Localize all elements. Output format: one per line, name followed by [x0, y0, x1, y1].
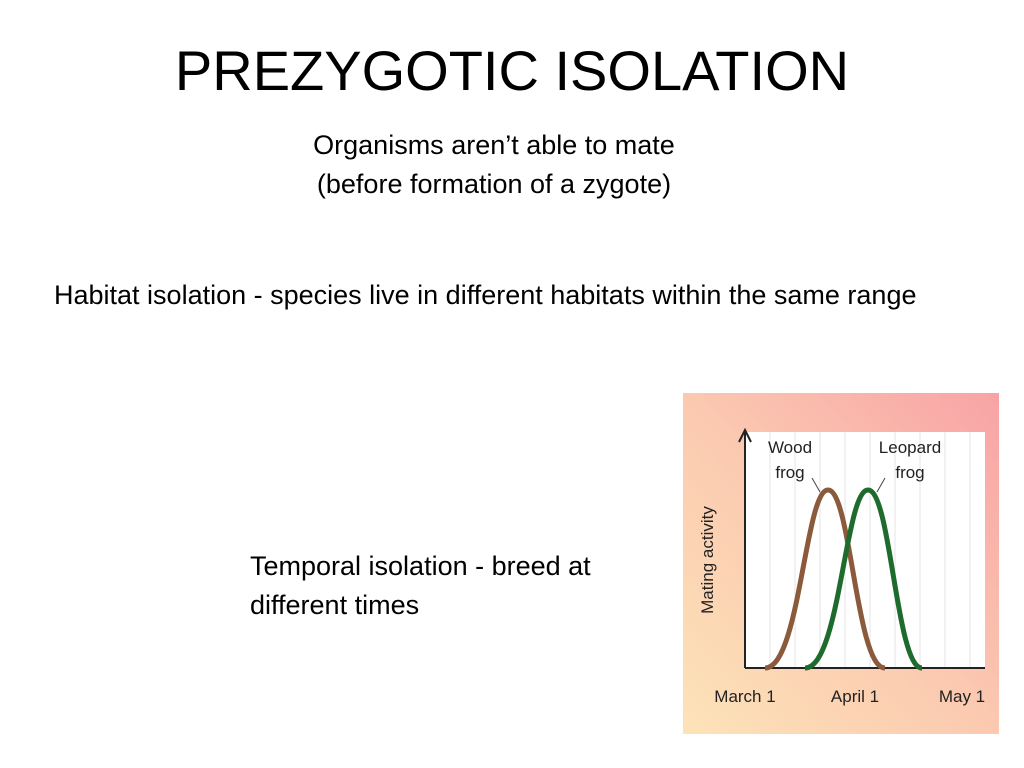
pointer	[811, 477, 821, 493]
subtitle-line: (before formation of a zygote)	[316, 169, 672, 199]
x-tick-label: April 1	[831, 687, 879, 706]
bullet-text: Temporal isolation - breed at different …	[250, 551, 591, 620]
x-tick-label: May 1	[939, 687, 985, 706]
grid	[769, 432, 971, 668]
subtitle-line: Organisms aren’t able to mate	[313, 130, 675, 160]
curve-label: frog	[895, 463, 924, 482]
y-axis-label: Mating activity	[698, 506, 717, 614]
slide-title: PREZYGOTIC ISOLATION	[174, 39, 850, 102]
pointer	[876, 477, 886, 493]
wood-frog-curve	[764, 487, 886, 671]
x-tick-label: March 1	[714, 687, 775, 706]
bullet-text: Habitat isolation - species live in diff…	[54, 280, 917, 310]
y-axis	[738, 427, 752, 668]
curve-label: Leopard	[879, 438, 941, 457]
curve-label: Wood	[768, 438, 812, 457]
leopard-frog-curve	[804, 487, 923, 671]
curve-label: frog	[775, 463, 804, 482]
figure: Wood frog Leopard frog Mating activity M…	[683, 393, 999, 734]
